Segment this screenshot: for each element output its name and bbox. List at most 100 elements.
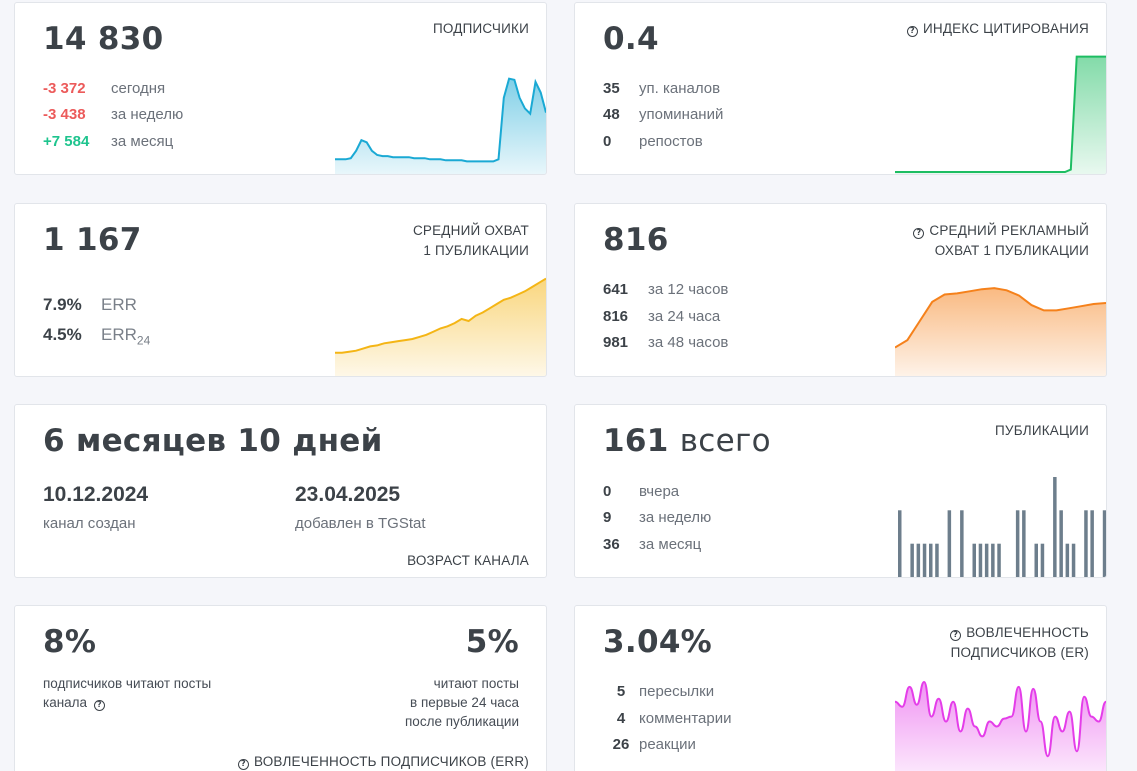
posts-bar [1065,543,1070,577]
subscribers-count: 14 830 [43,21,164,57]
stat-row: -3 438 за неделю [43,102,183,128]
reach-value: 1 167 [43,222,142,258]
err24-label: ERR [101,325,137,344]
posts-bar [1090,510,1094,577]
ad-reach-title-line2: ОХВАТ 1 ПУБЛИКАЦИИ [934,243,1089,258]
posts-bar [984,543,989,577]
reach-title-line2: 1 ПУБЛИКАЦИИ [423,243,529,258]
ad-reach-sparkline [895,287,1106,376]
stat-row: 0 вчера [603,479,679,505]
err-left-desc: подписчиков читают посты канала ? [43,674,211,712]
err-value: 7.9% [43,295,82,314]
posts-bar [960,510,964,577]
posts-bar [1059,510,1063,577]
help-icon[interactable]: ? [906,26,918,37]
stat-row: 36 за месяц [603,532,701,558]
posts-bar [1022,510,1026,577]
stat-label: уп. каналов [639,80,721,97]
stat-label: за неделю [639,509,712,526]
stat-value: +7 584 [43,133,90,150]
reach-title: СРЕДНИЙ ОХВАТ 1 ПУБЛИКАЦИИ [413,221,529,261]
stat-label: репостов [639,133,703,150]
stat-row: 981 за 48 часов [603,330,728,356]
posts-bar [1102,510,1106,577]
err-card[interactable]: 8% подписчиков читают посты канала ? 5% ч… [14,605,547,771]
sparkline-area [335,278,546,376]
ad-reach-value: 816 [603,222,669,258]
sparkline-line [335,77,546,163]
stat-value: 36 [603,536,620,553]
stat-value: 0 [603,133,612,150]
sparkline-area [335,78,546,174]
posts-title: ПУБЛИКАЦИИ [995,423,1089,438]
stat-value: 9 [603,509,612,526]
posts-bar-chart [898,477,1106,577]
stat-value: -3 438 [43,106,86,123]
err-right-desc-line3: после публикации [405,714,519,729]
sparkline-line [895,680,1106,758]
stat-value: 35 [603,80,620,97]
err-right-desc: читают посты в первые 24 часа после публик… [405,674,519,731]
help-icon[interactable]: ? [950,630,962,641]
er-title-line1: ВОВЛЕЧЕННОСТЬ [966,625,1089,640]
ad-reach-title-line1: СРЕДНИЙ РЕКЛАМНЫЙ [929,223,1089,238]
stat-label: реакции [639,736,696,753]
posts-bar [1084,510,1088,577]
err-left-value: 8% [43,624,97,660]
posts-bar [997,543,1001,577]
stat-row: 5 пересылки [603,679,714,705]
reach-title-line1: СРЕДНИЙ ОХВАТ [412,223,529,238]
citation-card[interactable]: 0.4 ? ИНДЕКС ЦИТИРОВАНИЯ 35 уп. каналов 48… [574,2,1107,175]
posts-total-suffix: всего [679,423,771,459]
subscribers-card[interactable]: 14 830 ПОДПИСЧИКИ -3 372 сегодня -3 438 за… [14,2,547,175]
help-icon[interactable]: ? [93,700,105,711]
err-label: ERR [101,295,137,314]
stat-label: вчера [639,483,680,500]
stat-label: за 48 часов [648,334,729,351]
channel-age-card[interactable]: 6 месяцев 10 дней 10.12.2024 канал созда… [14,404,547,578]
posts-bar [947,510,952,577]
reach-card[interactable]: 1 167 СРЕДНИЙ ОХВАТ 1 ПУБЛИКАЦИИ 7.9% ERR … [14,203,547,377]
ad-reach-title: ? СРЕДНИЙ РЕКЛАМНЫЙ ОХВАТ 1 ПУБЛИКАЦИИ [913,221,1089,261]
stat-label: пересылки [639,683,715,700]
stat-value: 981 [603,334,629,351]
created-date: 10.12.2024 [43,483,149,506]
stat-label: за 12 часов [648,281,729,298]
posts-bar [1071,543,1076,577]
er-sparkline [895,680,1106,771]
posts-card[interactable]: 161 всего ПУБЛИКАЦИИ 0 вчера 9 за неделю 3… [574,404,1107,578]
stat-label: за неделю [111,106,184,123]
er-title: ? ВОВЛЕЧЕННОСТЬ ПОДПИСЧИКОВ (ER) [950,623,1089,663]
er-value: 3.04% [603,624,713,660]
err-left-desc-line1: подписчиков читают посты [43,676,212,691]
stat-value: -3 372 [43,80,86,97]
stat-label: за месяц [639,536,702,553]
added-label: добавлен в TGStat [295,515,426,532]
channel-age-value: 6 месяцев 10 дней [43,423,383,459]
help-icon[interactable]: ? [237,759,249,770]
er-card[interactable]: 3.04% ? ВОВЛЕЧЕННОСТЬ ПОДПИСЧИКОВ (ER) 5 пе… [574,605,1107,771]
posts-bar [916,543,921,577]
stat-row: 0 репостов [603,129,703,155]
stat-label: комментарии [639,710,732,727]
posts-bar [910,543,914,577]
help-icon[interactable]: ? [913,228,925,239]
stat-row: 26 реакции [603,732,696,758]
stat-value: 4 [616,710,626,727]
stat-value: 5 [616,683,626,700]
posts-bar [1015,510,1020,577]
posts-bar [991,543,995,577]
err-title: ? ВОВЛЕЧЕННОСТЬ ПОДПИСЧИКОВ (ERR) [237,752,529,771]
stat-row: 35 уп. каналов [603,76,720,102]
sparkline-area [895,681,1106,771]
stat-row: 9 за неделю [603,505,711,531]
err24-subscript: 24 [136,333,151,348]
posts-bar [1053,477,1057,577]
reach-sparkline [335,277,546,376]
subscribers-title: ПОДПИСЧИКИ [432,21,529,36]
channel-age-title: ВОЗРАСТ КАНАЛА [407,553,529,568]
ad-reach-card[interactable]: 816 ? СРЕДНИЙ РЕКЛАМНЫЙ ОХВАТ 1 ПУБЛИКАЦИИ… [574,203,1107,377]
posts-bar [898,510,902,577]
err-right-desc-line2: в первые 24 часа [410,695,519,710]
posts-bar [935,543,939,577]
